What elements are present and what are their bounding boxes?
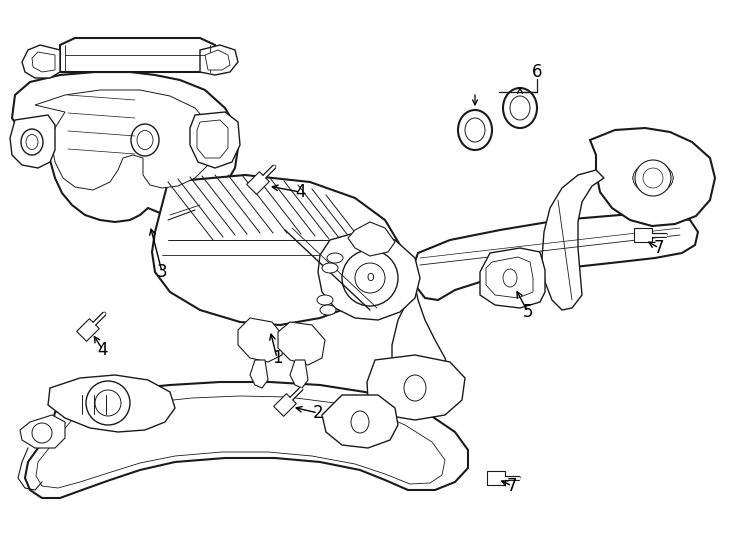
- Polygon shape: [12, 72, 238, 222]
- Polygon shape: [634, 228, 652, 242]
- Ellipse shape: [633, 163, 673, 193]
- Polygon shape: [205, 50, 230, 70]
- Circle shape: [86, 381, 130, 425]
- Circle shape: [635, 160, 671, 196]
- Text: 7: 7: [654, 239, 664, 257]
- Polygon shape: [10, 115, 55, 168]
- Text: 5: 5: [523, 303, 533, 321]
- Circle shape: [342, 250, 398, 306]
- Circle shape: [355, 263, 385, 293]
- Ellipse shape: [322, 263, 338, 273]
- Circle shape: [643, 168, 663, 188]
- Polygon shape: [60, 38, 215, 72]
- Text: 1: 1: [272, 349, 283, 367]
- Polygon shape: [290, 360, 308, 388]
- Ellipse shape: [510, 96, 530, 120]
- Polygon shape: [487, 471, 505, 485]
- Polygon shape: [22, 45, 60, 78]
- Ellipse shape: [320, 305, 336, 315]
- Polygon shape: [190, 112, 240, 168]
- Ellipse shape: [26, 134, 38, 150]
- Polygon shape: [274, 394, 297, 416]
- Circle shape: [32, 423, 52, 443]
- Polygon shape: [35, 90, 212, 190]
- Polygon shape: [36, 396, 445, 488]
- Polygon shape: [200, 45, 238, 75]
- Polygon shape: [48, 375, 175, 432]
- Polygon shape: [197, 120, 228, 158]
- Polygon shape: [486, 257, 533, 298]
- Text: 3: 3: [156, 263, 167, 281]
- Polygon shape: [590, 128, 715, 226]
- Polygon shape: [76, 319, 99, 341]
- Polygon shape: [322, 395, 398, 448]
- Polygon shape: [348, 222, 395, 256]
- Polygon shape: [25, 382, 468, 498]
- Polygon shape: [247, 172, 269, 194]
- Polygon shape: [542, 170, 604, 310]
- Ellipse shape: [351, 411, 369, 433]
- Ellipse shape: [633, 163, 673, 193]
- Ellipse shape: [458, 110, 492, 150]
- Ellipse shape: [131, 124, 159, 156]
- Ellipse shape: [317, 295, 333, 305]
- Ellipse shape: [503, 269, 517, 287]
- Circle shape: [95, 390, 121, 416]
- Polygon shape: [318, 230, 420, 320]
- Polygon shape: [367, 355, 465, 420]
- Text: 4: 4: [295, 183, 305, 201]
- Ellipse shape: [21, 129, 43, 155]
- Polygon shape: [278, 322, 325, 365]
- Polygon shape: [412, 215, 698, 300]
- Polygon shape: [152, 175, 400, 325]
- Polygon shape: [238, 318, 285, 362]
- Text: 7: 7: [506, 477, 517, 495]
- Polygon shape: [480, 248, 545, 308]
- Text: 6: 6: [531, 63, 542, 81]
- Text: 2: 2: [313, 404, 323, 422]
- Ellipse shape: [633, 163, 673, 193]
- Ellipse shape: [137, 131, 153, 150]
- Polygon shape: [20, 415, 65, 448]
- Ellipse shape: [327, 253, 343, 263]
- Ellipse shape: [404, 375, 426, 401]
- Text: O: O: [366, 273, 374, 283]
- Polygon shape: [392, 285, 450, 405]
- Polygon shape: [250, 360, 268, 388]
- Ellipse shape: [465, 118, 485, 142]
- Ellipse shape: [503, 88, 537, 128]
- Text: 4: 4: [98, 341, 108, 359]
- Polygon shape: [32, 52, 55, 72]
